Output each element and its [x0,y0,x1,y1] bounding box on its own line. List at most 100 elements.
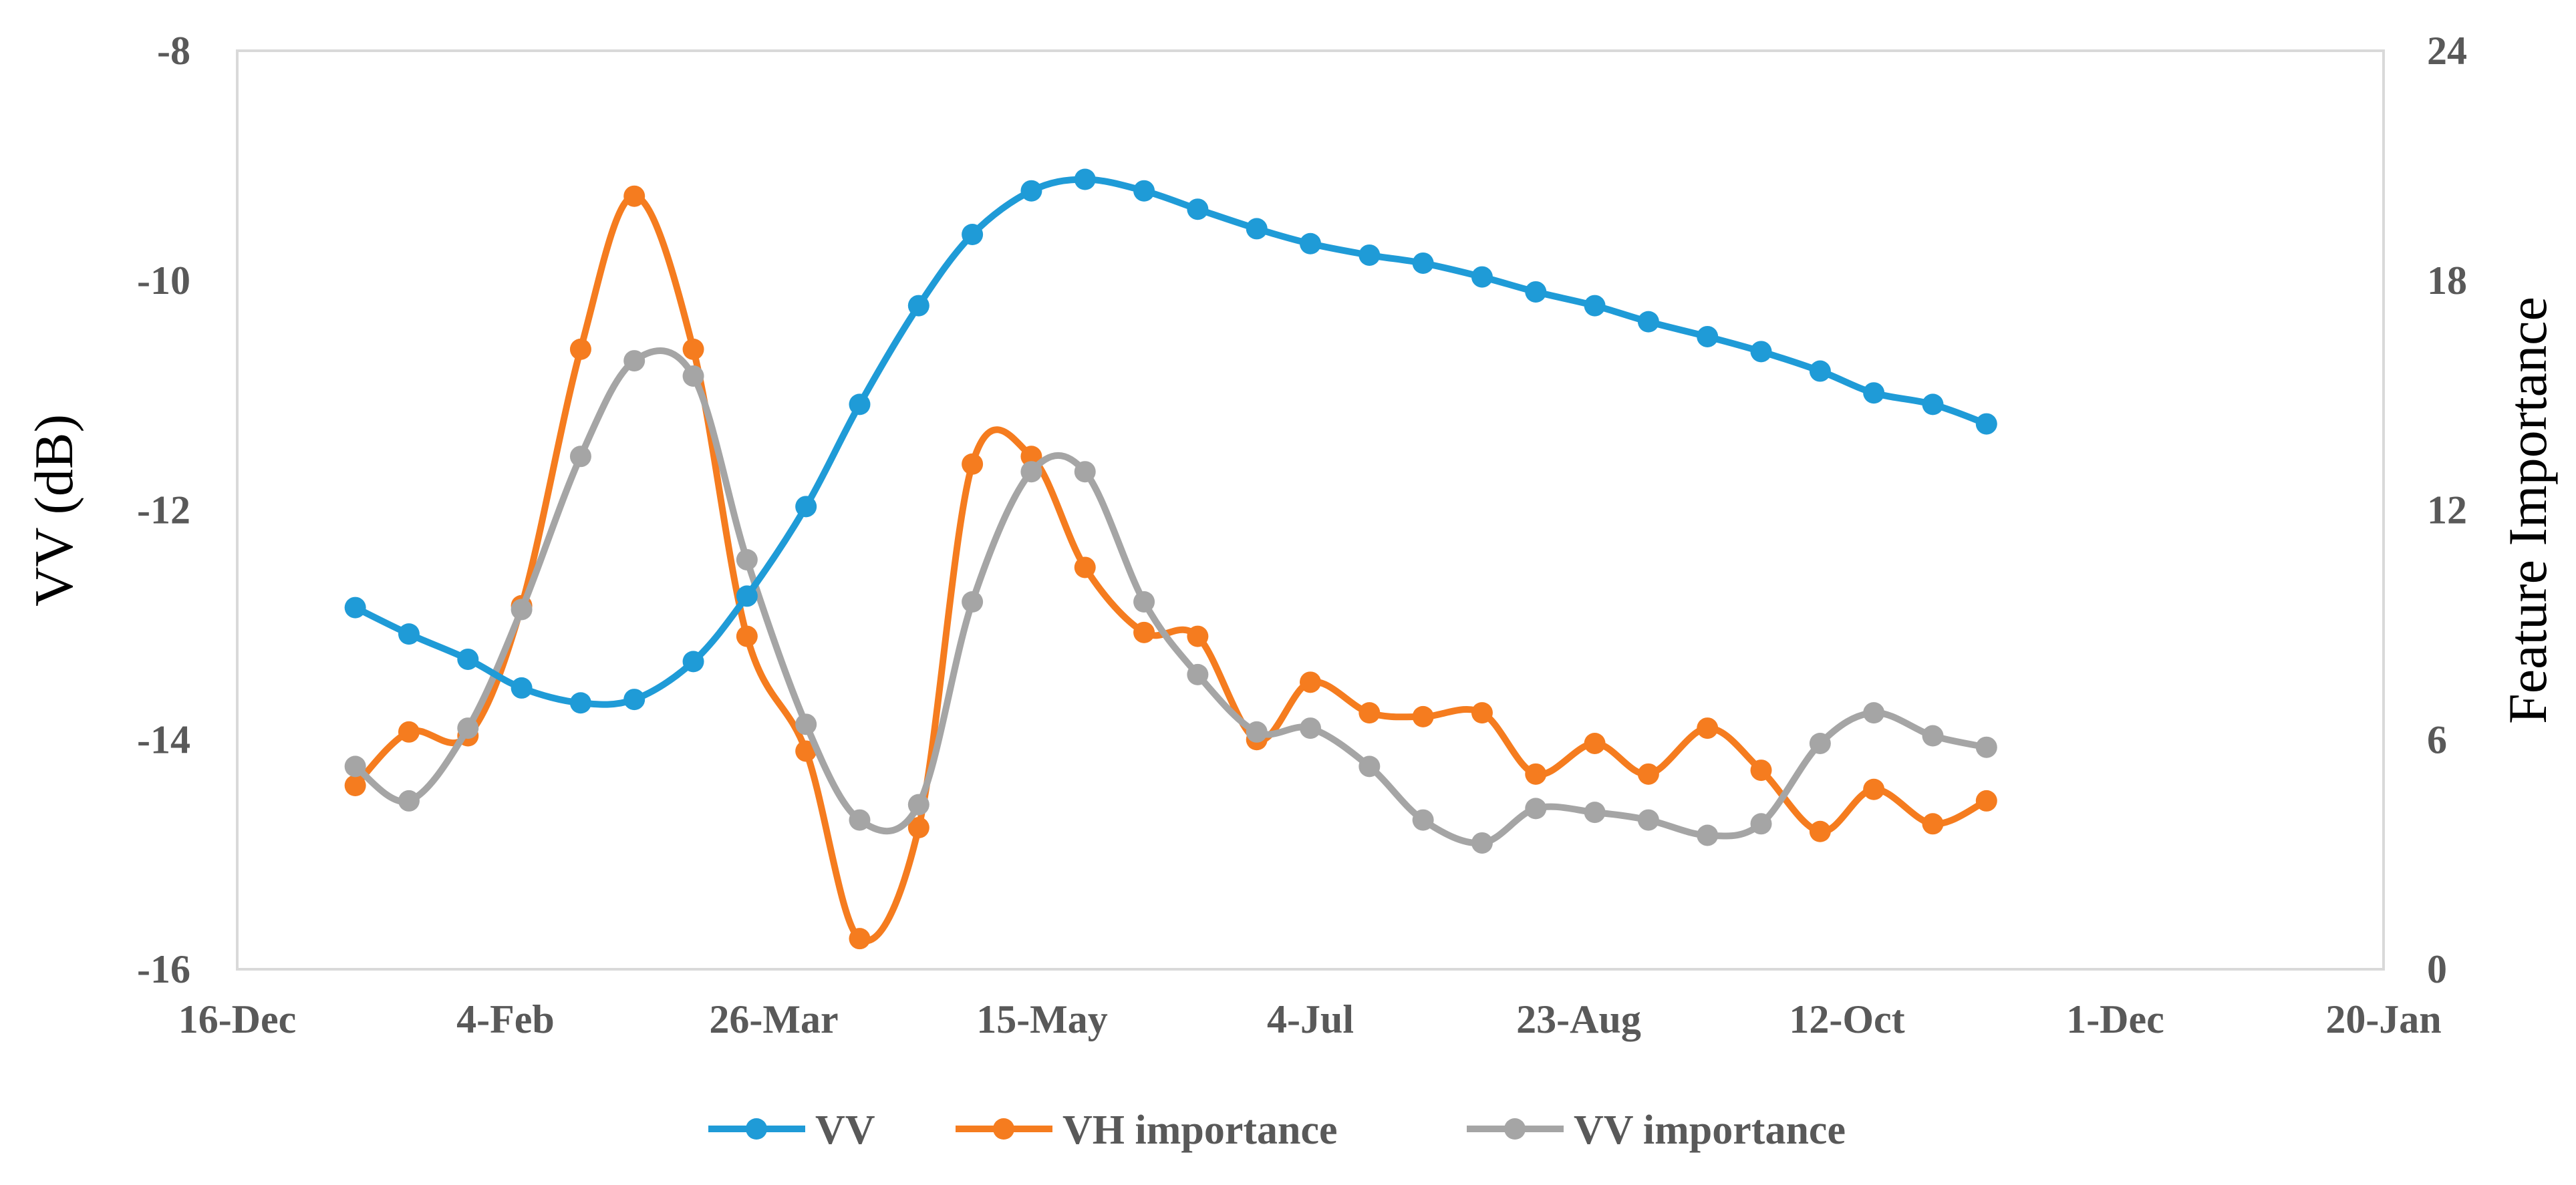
y-axis-ticks: -8 -10 -12 -14 -16 [137,29,190,991]
data-point-vv-importance [623,350,646,372]
data-point-vh-importance [962,453,984,475]
x-tick-label: 15-May [976,997,1108,1041]
data-point-vv-importance [457,717,479,739]
data-point-vv-importance [1300,717,1321,739]
data-point-vh-importance [849,928,871,950]
data-point-vh-importance [1300,671,1321,693]
y2-axis-title: Feature Importance [2497,297,2558,724]
data-point-vv [682,651,704,673]
data-point-vv-importance [1922,725,1944,747]
data-point-vh-importance [1584,732,1606,754]
data-point-vv [1750,341,1772,363]
legend: VV VH importance VV importance [708,1108,1846,1153]
data-point-vv [1020,180,1042,202]
y2-tick-label: 12 [2427,488,2467,532]
data-point-vv [1584,295,1606,317]
data-point-vh-importance [1133,621,1155,643]
data-point-vv [1637,311,1659,333]
series-line-vv-importance [351,347,1990,847]
data-point-vv-importance [1020,461,1042,483]
data-point-vv [1471,266,1493,288]
data-point-vh-importance [623,185,646,207]
data-point-vh-importance [1525,763,1547,785]
x-tick-label: 16-Dec [178,997,297,1041]
data-point-vv-importance [1697,824,1719,846]
x-tick-label: 26-Mar [709,997,838,1041]
x-tick-label: 23-Aug [1516,997,1641,1041]
data-point-vv [962,224,984,245]
data-point-vv [623,689,646,711]
plot-area [236,49,2385,971]
legend-label: VV importance [1574,1108,1846,1153]
data-point-vh-importance [736,625,758,647]
legend-item-vh-importance: VH importance [956,1108,1338,1153]
data-point-vv [1697,325,1719,347]
series-line-vv [351,176,1990,708]
legend-item-vv: VV [708,1108,875,1153]
legend-marker [1504,1118,1526,1140]
data-point-vv-importance [511,599,533,621]
y-tick-label: -8 [157,29,190,73]
data-point-vv-importance [1750,813,1772,835]
data-point-vv-importance [849,809,871,831]
data-point-vv [1922,393,1944,415]
data-point-vv-importance [398,790,420,812]
data-point-vv [398,623,420,645]
data-point-vh-importance [1187,625,1209,647]
series-vv-importance [344,347,1997,854]
data-point-vv [795,496,817,518]
data-point-vv [569,692,591,714]
data-point-vv-importance [682,365,704,387]
data-point-vv-importance [1074,461,1096,483]
legend-label: VH importance [1062,1108,1338,1153]
data-point-vh-importance [569,338,591,360]
data-point-vv-importance [962,591,984,613]
y2-tick-label: 24 [2427,29,2467,73]
y-axis-title: VV (dB) [23,414,84,607]
data-point-vh-importance [1863,778,1885,800]
data-point-vv [1133,180,1155,202]
x-tick-label: 12-Oct [1789,997,1904,1041]
legend-marker [993,1118,1014,1140]
data-point-vh-importance [795,740,817,762]
data-point-vv-importance [1133,591,1155,613]
data-point-vv [1525,281,1547,303]
data-point-vv-importance [1975,736,1997,758]
y2-tick-label: 0 [2427,947,2447,991]
data-point-vv [1300,232,1321,255]
data-point-vv [849,393,871,415]
data-point-vv [457,648,479,670]
series-vv [344,168,1997,714]
y-tick-label: -14 [137,717,190,761]
data-point-vv [1809,360,1831,382]
data-point-vh-importance [1809,820,1831,842]
data-point-vv-importance [736,548,758,570]
data-point-vh-importance [1750,759,1772,782]
data-point-vv [511,677,533,699]
data-point-vh-importance [907,817,929,839]
data-point-vh-importance [682,338,704,360]
data-point-vv-importance [1358,755,1381,778]
data-point-vh-importance [344,775,366,796]
data-point-vv-importance [795,713,817,735]
y2-axis-ticks: 24 18 12 6 0 [2427,29,2467,991]
legend-item-vv-importance: VV importance [1467,1108,1846,1153]
legend-label: VV [815,1108,875,1153]
x-tick-label: 4-Jul [1267,997,1354,1041]
y2-tick-label: 18 [2427,259,2467,303]
data-point-vh-importance [1471,702,1493,724]
series-line-vh-importance [351,192,1990,945]
data-point-vv [1187,198,1209,220]
data-point-vv [344,597,366,619]
data-point-vv-importance [1471,832,1493,854]
x-axis-ticks: 16-Dec 4-Feb 26-Mar 15-May 4-Jul 23-Aug 12-Oct… [178,997,2442,1041]
y-tick-label: -16 [137,947,190,991]
data-point-vh-importance [398,721,420,743]
series-layer [344,168,1997,950]
data-point-vh-importance [1637,763,1659,785]
data-point-vv-importance [344,755,366,778]
data-point-vh-importance [1358,702,1381,724]
data-point-vv-importance [1246,721,1268,743]
y-tick-label: -10 [137,259,190,303]
